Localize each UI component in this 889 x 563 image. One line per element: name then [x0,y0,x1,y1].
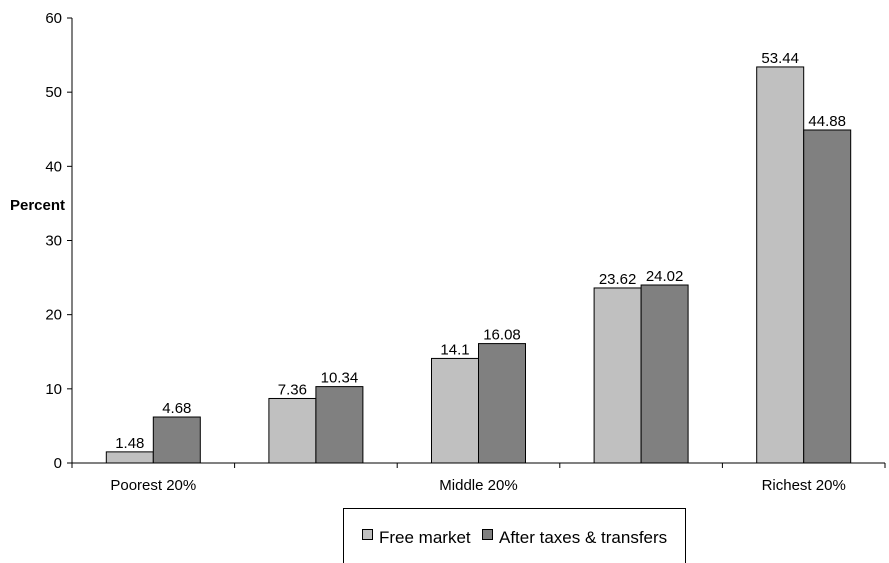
data-label: 4.68 [162,400,191,417]
bar-after-taxes [478,343,526,464]
bar-free-market [431,357,479,464]
y-tick-label: 10 [45,381,62,398]
y-tick-label: 30 [45,233,62,250]
x-tick-label: Poorest 20% [110,477,196,494]
chart-legend: Free market After taxes & transfers [343,508,686,563]
bar-free-market [593,287,642,464]
y-tick-label: 20 [45,307,62,324]
data-label: 10.34 [321,370,359,387]
chart-axes: 0 10 20 30 40 50 60 Percent Poorest 20% Middle 20… [10,10,886,494]
bar-after-taxes [640,284,689,464]
data-label: 23.62 [599,271,637,288]
bar-free-market [105,451,154,464]
data-label: 16.08 [483,327,521,344]
data-label: 44.88 [808,113,846,130]
chart-bars [105,66,852,464]
data-label: 53.44 [761,50,799,67]
x-tick-label: Middle 20% [439,477,517,494]
legend-label-free-market: Free market [379,528,471,547]
chart-labels: 1.48 4.68 7.36 10.34 14.1 16.08 23.62 24.02 53.4… [115,50,846,452]
bar-free-market [268,397,317,464]
data-label: 24.02 [646,268,684,285]
data-label: 1.48 [115,435,144,452]
y-tick-label: 60 [45,10,62,27]
bar-after-taxes [803,129,852,464]
legend-swatch-after-taxes [482,528,493,540]
x-tick-label: Richest 20% [762,477,846,494]
y-tick-label: 50 [45,84,62,101]
legend-item-free-market: Free market [362,528,471,548]
legend-swatch-free-market [362,528,373,540]
y-tick-label: 40 [45,158,62,175]
bar-after-taxes [315,386,364,464]
legend-item-after-taxes: After taxes & transfers [482,528,667,548]
data-label: 14.1 [440,341,469,358]
y-tick-label: 0 [54,455,62,472]
y-axis-title: Percent [10,197,65,214]
data-label: 7.36 [278,381,307,398]
bar-after-taxes [152,416,201,464]
bar-free-market [756,66,805,464]
legend-label-after-taxes: After taxes & transfers [499,528,668,547]
